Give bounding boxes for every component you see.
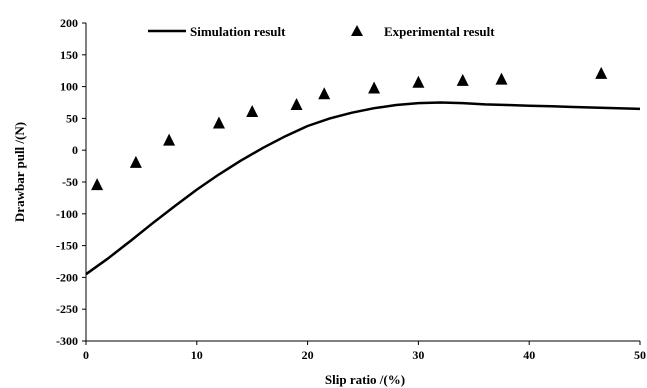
experimental-point [212,116,225,129]
y-tick-label: 50 [66,111,78,125]
y-tick-label: 150 [60,48,78,62]
experimental-point [318,87,331,100]
x-tick-label: 50 [634,348,646,362]
x-tick-label: 40 [523,348,535,362]
x-tick-label: 10 [191,348,203,362]
legend-label-experimental: Experimental result [384,24,495,39]
experimental-point [412,75,425,88]
y-tick-label: 100 [60,80,78,94]
experimental-point [290,98,303,111]
experimental-point [129,155,142,168]
y-axis-title: Drawbar pull /(N) [12,122,27,222]
experimental-point [246,105,259,118]
experimental-point [456,73,469,86]
legend-triangle-swatch [351,25,363,36]
y-tick-label: 200 [60,16,78,30]
y-tick-label: -250 [56,302,78,316]
legend-label-simulation: Simulation result [190,24,286,39]
experimental-point [163,133,176,146]
y-tick-label: 0 [72,143,78,157]
y-tick-label: -100 [56,207,78,221]
tick-labels: 200 150 100 50 0 -50 -100 -150 -200 -250 -300 0 10 20… [56,16,646,362]
y-tick-label: -300 [56,334,78,348]
x-tick-label: 30 [412,348,424,362]
experimental-point [91,178,104,191]
experimental-point [368,81,381,94]
y-tick-label: -50 [62,175,78,189]
axes [82,22,641,345]
legend: Simulation result Experimental result [148,24,495,39]
x-axis-title: Slip ratio /(%) [325,372,405,387]
plot-area [85,66,641,276]
experimental-point [595,66,608,79]
x-tick-label: 0 [83,348,89,362]
simulation-result-line [85,101,641,276]
x-tick-label: 20 [302,348,314,362]
y-tick-label: -150 [56,239,78,253]
y-tick-label: -200 [56,270,78,284]
experimental-point [495,72,508,85]
